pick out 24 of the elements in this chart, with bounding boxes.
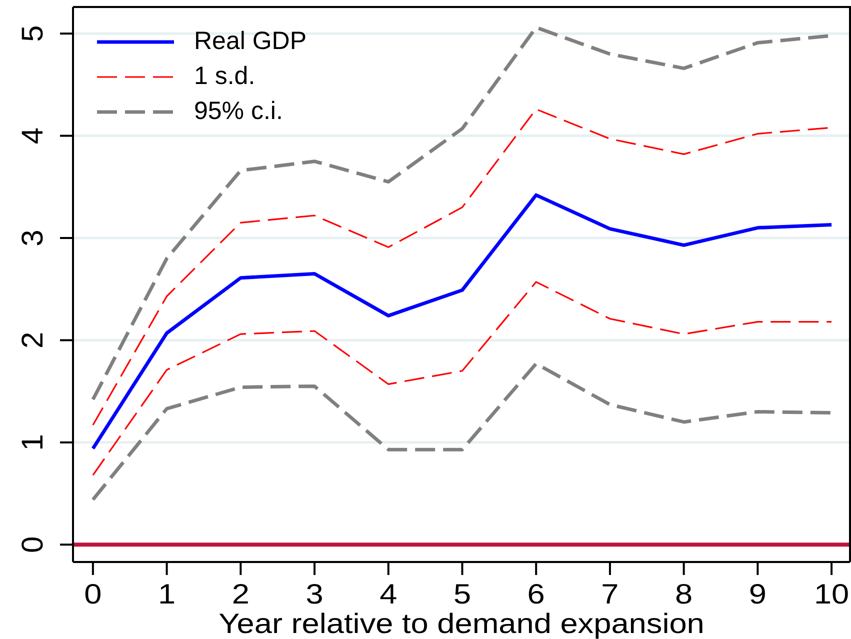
legend-label: 1 s.d. bbox=[194, 62, 256, 90]
line-series bbox=[91, 193, 834, 450]
x-tick-label: 4 bbox=[380, 579, 398, 610]
legend-label: 95% c.i. bbox=[194, 97, 283, 125]
y-tick-label: 4 bbox=[16, 127, 50, 144]
legend-label: Real GDP bbox=[194, 27, 307, 55]
x-axis-title: Year relative to demand expansion bbox=[218, 608, 704, 639]
x-tick-label: 10 bbox=[814, 579, 850, 610]
x-tick-label: 8 bbox=[675, 579, 693, 610]
y-tick-label: 0 bbox=[16, 536, 50, 553]
x-tick-label: 5 bbox=[453, 579, 472, 610]
x-tick-label: 1 bbox=[158, 579, 176, 610]
x-tick-label: 6 bbox=[527, 579, 545, 610]
y-tick-label: 3 bbox=[16, 230, 50, 246]
y-tick-label: 1 bbox=[16, 434, 50, 451]
y-tick-label: 5 bbox=[16, 25, 50, 42]
x-tick-label: 7 bbox=[601, 579, 619, 610]
x-tick-label: 2 bbox=[232, 579, 250, 610]
y-tick-label: 2 bbox=[16, 332, 50, 349]
x-tick-label: 3 bbox=[306, 579, 324, 610]
x-tick-label: 0 bbox=[84, 579, 102, 610]
line-series bbox=[91, 362, 834, 502]
x-tick-label: 9 bbox=[748, 579, 766, 610]
line-series bbox=[92, 281, 832, 476]
